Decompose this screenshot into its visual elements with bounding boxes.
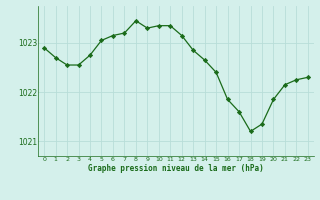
X-axis label: Graphe pression niveau de la mer (hPa): Graphe pression niveau de la mer (hPa): [88, 164, 264, 173]
